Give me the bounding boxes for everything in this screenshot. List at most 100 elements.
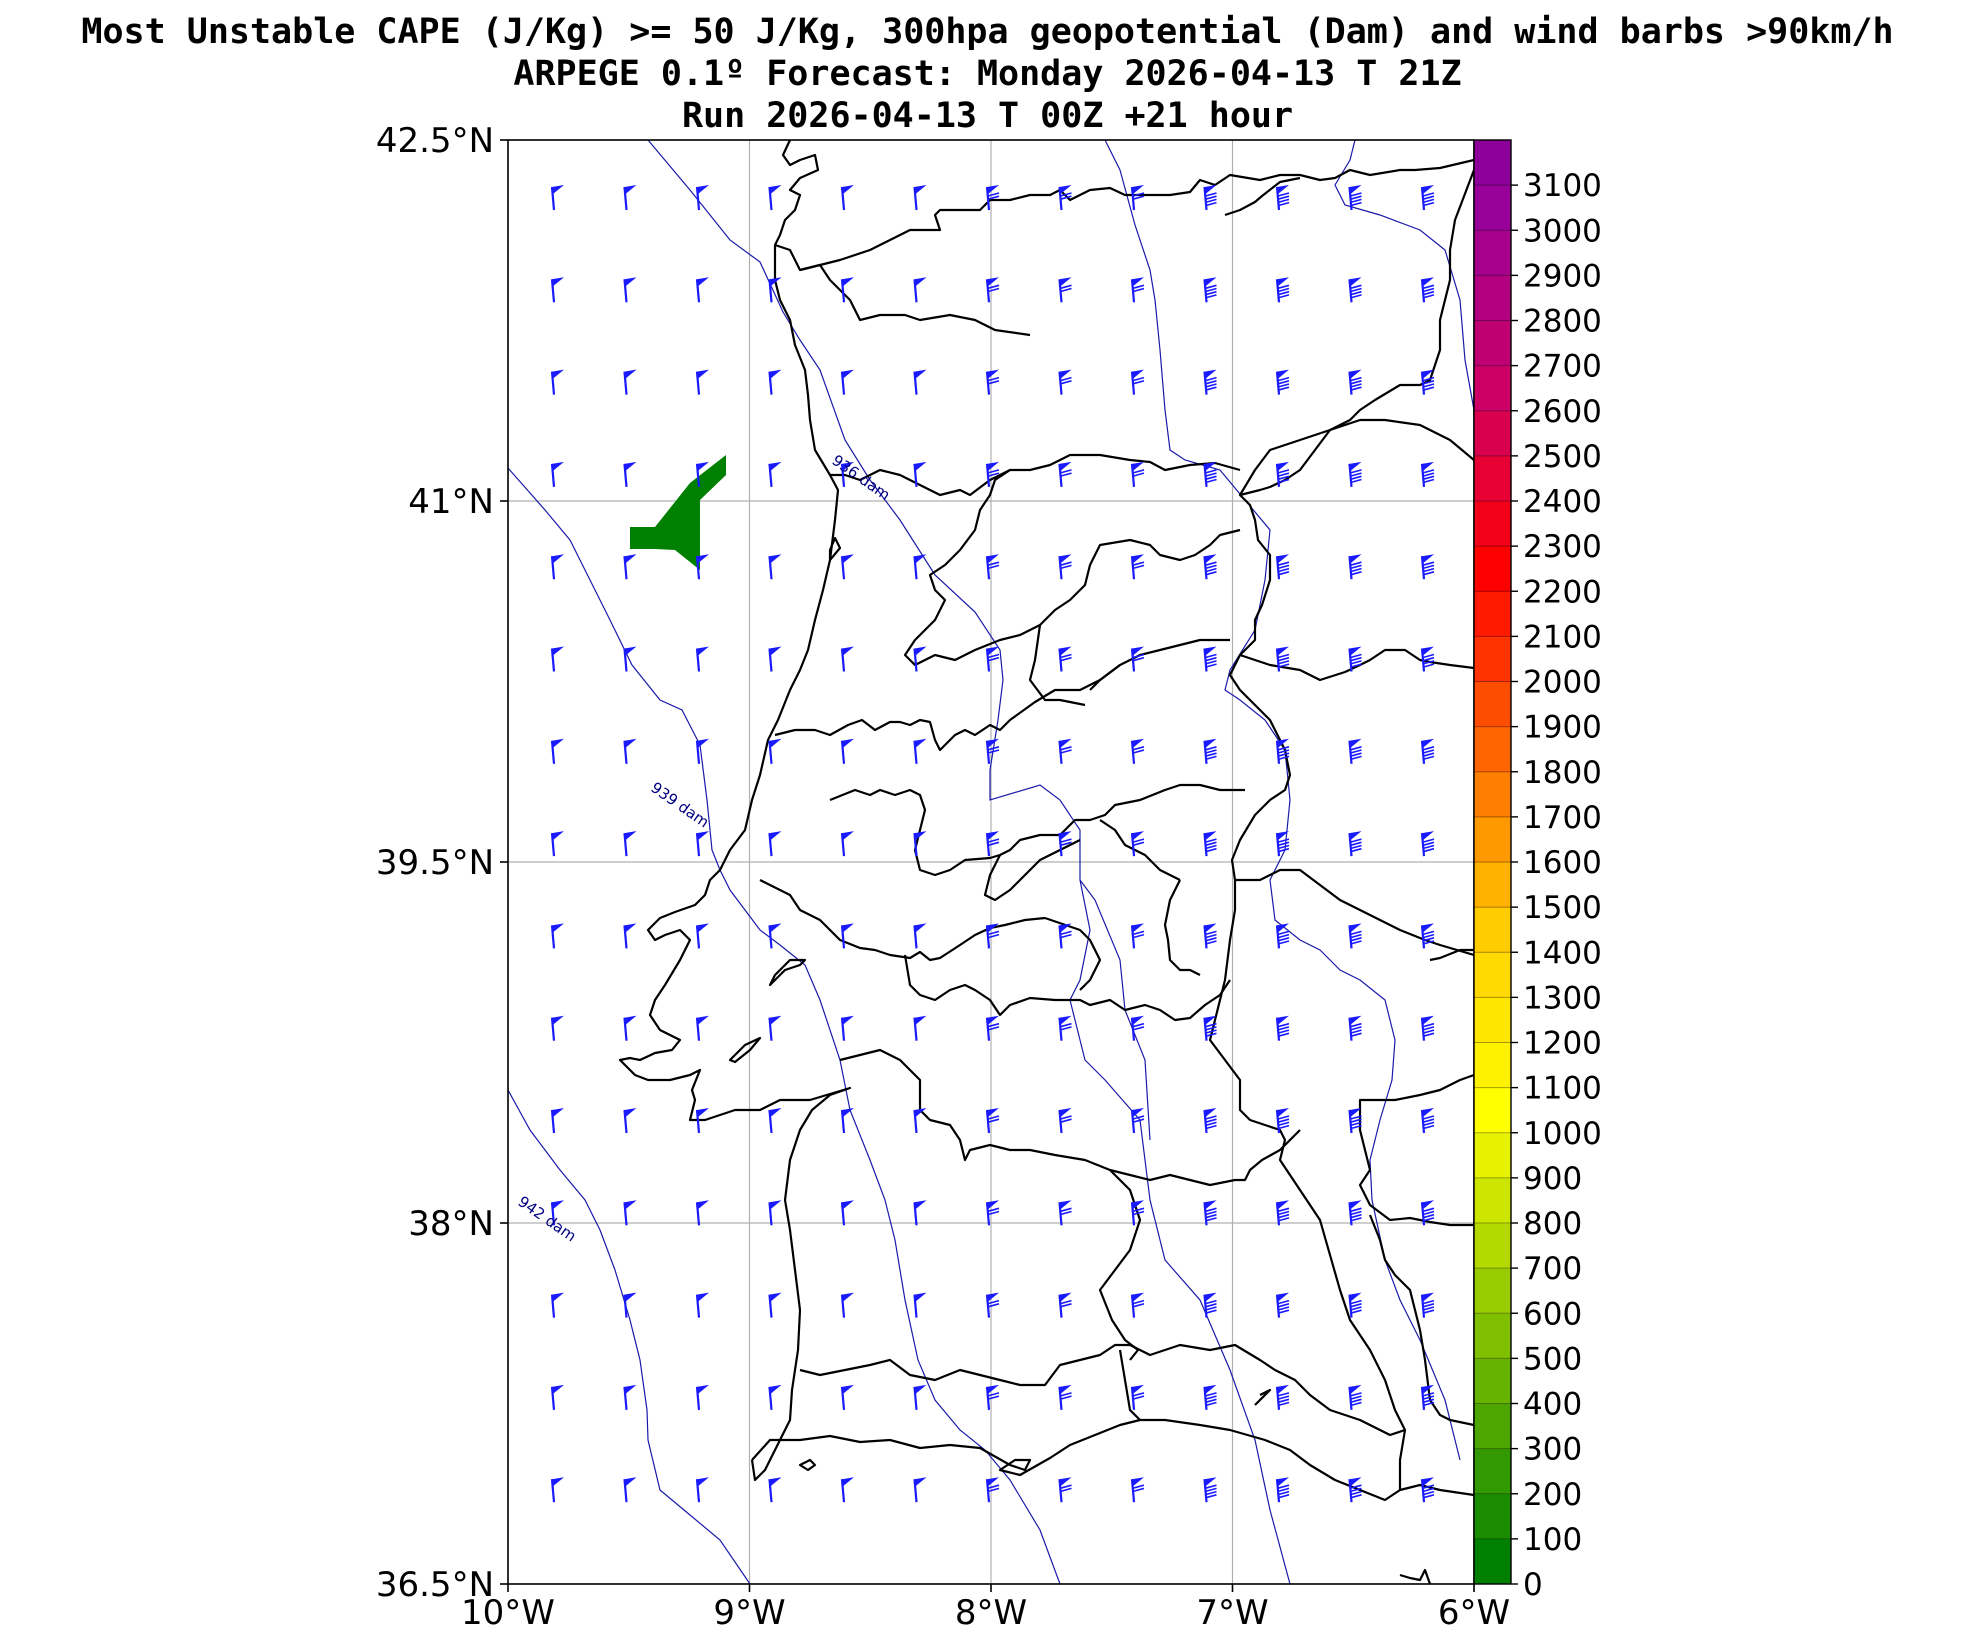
wind-barb <box>1058 277 1072 303</box>
wind-barb <box>768 554 782 580</box>
colorbar-label: 500 <box>1523 1341 1582 1377</box>
wind-barb <box>1420 923 1435 949</box>
wind-barb <box>1275 554 1290 580</box>
wind-barb <box>695 1292 709 1318</box>
wind-barb <box>985 646 1000 672</box>
border-salamanca <box>1239 418 1474 496</box>
colorbar-bin <box>1474 771 1511 818</box>
wind-barb <box>550 1384 564 1410</box>
wind-barb <box>550 277 564 303</box>
colorbar-label: 3000 <box>1523 213 1602 249</box>
wind-barb <box>1420 277 1435 303</box>
wind-barb <box>623 831 637 857</box>
wind-barb <box>985 1384 1000 1410</box>
wind-barb <box>840 1108 854 1134</box>
colorbar-bin <box>1474 185 1511 231</box>
border-galicia <box>1224 176 1301 217</box>
wind-barb <box>1058 185 1072 211</box>
cape-filled-area <box>630 455 726 570</box>
coastline-and-borders <box>618 140 1474 1584</box>
wind-barb <box>550 554 564 580</box>
southern-coastline <box>751 1418 1474 1502</box>
wind-barb <box>1275 1384 1290 1410</box>
wind-barb <box>768 1477 782 1503</box>
wind-barb <box>985 1200 1000 1226</box>
y-tick-label: 41°N <box>408 482 494 522</box>
wind-barb <box>623 646 637 672</box>
colorbar-label: 2500 <box>1523 439 1602 475</box>
wind-barb <box>623 1200 637 1226</box>
wind-barb <box>1348 369 1362 395</box>
wind-barb <box>695 461 709 487</box>
wind-barb <box>840 185 854 211</box>
wind-barb <box>1130 831 1145 857</box>
x-tick-label: 8°W <box>955 1593 1027 1633</box>
wind-barb <box>695 738 709 764</box>
border-guarda <box>1028 624 1086 707</box>
colorbar-label: 1000 <box>1523 1116 1602 1152</box>
wind-barb <box>1348 1015 1362 1041</box>
colorbar-label: 600 <box>1523 1296 1582 1332</box>
wind-barb <box>695 369 709 395</box>
colorbar-label: 1600 <box>1523 845 1602 881</box>
wind-barb <box>550 646 564 672</box>
wind-barb <box>1275 831 1290 857</box>
wind-barb <box>1058 1477 1072 1503</box>
colorbar-bin <box>1474 1448 1511 1495</box>
border-santarem-evora <box>1044 916 1102 991</box>
wind-barb <box>623 1477 637 1503</box>
wind-barb <box>1130 1015 1145 1041</box>
wind-barb <box>840 646 854 672</box>
colorbar-label: 1500 <box>1523 890 1602 926</box>
wind-barb <box>840 277 854 303</box>
wind-barb <box>913 1384 927 1410</box>
wind-barb <box>1058 738 1072 764</box>
wind-barb <box>550 185 564 211</box>
wind-barb <box>1420 1477 1435 1503</box>
wind-barb <box>550 1200 564 1226</box>
border-spain-south <box>1429 948 1474 962</box>
wind-barbs <box>550 185 1435 1503</box>
wind-barb <box>1420 461 1435 487</box>
colorbar-bin <box>1474 1087 1511 1134</box>
wind-barb <box>1130 646 1145 672</box>
wind-barb <box>768 738 782 764</box>
wind-barb <box>1420 1015 1435 1041</box>
wind-barb <box>1058 1384 1072 1410</box>
wind-barb <box>1348 1292 1362 1318</box>
wind-barb <box>1130 461 1145 487</box>
colorbar-label: 1900 <box>1523 710 1602 746</box>
wind-barb <box>985 1015 1000 1041</box>
border-huelva <box>1368 1214 1474 1427</box>
wind-barb <box>768 831 782 857</box>
gibraltar-coast <box>1399 1568 1432 1584</box>
wind-barb <box>1058 369 1072 395</box>
colorbar-label: 3100 <box>1523 168 1602 204</box>
wind-barb <box>1203 185 1217 211</box>
wind-barb <box>768 1384 782 1410</box>
colorbar-label: 800 <box>1523 1206 1582 1242</box>
colorbar-label: 1700 <box>1523 800 1602 836</box>
wind-barb <box>768 1015 782 1041</box>
wind-barb <box>550 1292 564 1318</box>
wind-barb <box>1203 554 1217 580</box>
wind-barb <box>1130 277 1145 303</box>
wind-barb <box>1348 185 1362 211</box>
wind-barb <box>840 738 854 764</box>
wind-barb <box>550 1015 564 1041</box>
wind-barb <box>1203 277 1217 303</box>
title-line-1: Most Unstable CAPE (J/Kg) >= 50 J/Kg, 30… <box>81 12 1894 52</box>
wind-barb <box>1058 831 1072 857</box>
colorbar-bin <box>1474 1358 1511 1404</box>
wind-barb <box>550 738 564 764</box>
wind-barb <box>985 369 1000 395</box>
wind-barb <box>913 738 927 764</box>
title-line-2: ARPEGE 0.1º Forecast: Monday 2026-04-13 … <box>513 54 1462 94</box>
x-tick-label: 9°W <box>713 1593 785 1633</box>
colorbar-label: 1300 <box>1523 980 1602 1016</box>
wind-barb <box>1275 1292 1290 1318</box>
contour-933-east <box>1104 140 1461 1461</box>
colorbar-bin <box>1474 1177 1511 1224</box>
wind-barb <box>1348 461 1362 487</box>
wind-barb <box>550 1477 564 1503</box>
